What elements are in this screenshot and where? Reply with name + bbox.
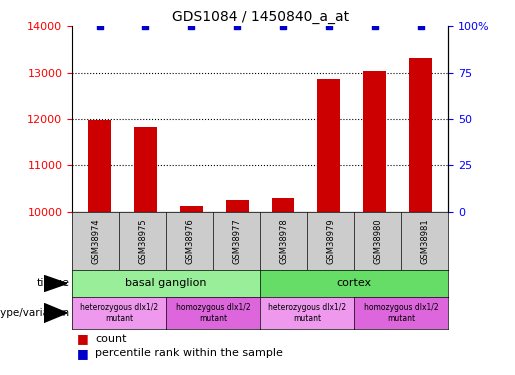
Point (417, 23, 425, 29)
Point (325, 23, 333, 29)
Text: tissue: tissue (37, 279, 70, 288)
Text: heterozygous dlx1/2
mutant: heterozygous dlx1/2 mutant (268, 303, 346, 322)
Polygon shape (44, 303, 67, 322)
Text: heterozygous dlx1/2
mutant: heterozygous dlx1/2 mutant (80, 303, 158, 322)
Bar (363, 71, 386, 375)
Text: GSM38974: GSM38974 (91, 218, 100, 264)
Bar (134, 128, 157, 375)
Text: genotype/variation: genotype/variation (0, 308, 70, 318)
Text: basal ganglion: basal ganglion (125, 279, 207, 288)
Bar (409, 58, 432, 375)
Title: GDS1084 / 1450840_a_at: GDS1084 / 1450840_a_at (171, 10, 349, 24)
Text: count: count (95, 334, 127, 344)
Bar (226, 200, 249, 375)
Point (141, 23, 149, 29)
Text: GSM38977: GSM38977 (232, 218, 241, 264)
Text: GSM38978: GSM38978 (279, 218, 288, 264)
Point (95, 23, 104, 29)
Text: homozygous dlx1/2
mutant: homozygous dlx1/2 mutant (364, 303, 438, 322)
Point (371, 23, 379, 29)
Point (187, 23, 195, 29)
Bar (88, 120, 111, 375)
Text: GSM38980: GSM38980 (373, 218, 382, 264)
Text: GSM38979: GSM38979 (326, 218, 335, 264)
Bar (180, 206, 203, 375)
Point (279, 23, 287, 29)
Bar (317, 79, 340, 375)
Text: GSM38981: GSM38981 (420, 218, 429, 264)
Text: GSM38976: GSM38976 (185, 218, 194, 264)
Text: ■: ■ (77, 333, 89, 345)
Text: cortex: cortex (336, 279, 372, 288)
Text: GSM38975: GSM38975 (138, 218, 147, 264)
Bar (271, 198, 295, 375)
Text: percentile rank within the sample: percentile rank within the sample (95, 348, 283, 358)
Polygon shape (44, 275, 67, 292)
Text: homozygous dlx1/2
mutant: homozygous dlx1/2 mutant (176, 303, 250, 322)
Point (233, 23, 241, 29)
Text: ■: ■ (77, 347, 89, 360)
